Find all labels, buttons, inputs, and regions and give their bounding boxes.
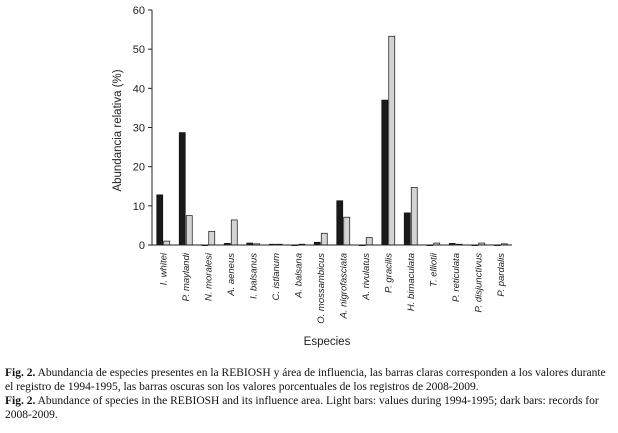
- y-tick-label: 60: [133, 5, 145, 17]
- caption-spanish-label: Fig. 2.: [5, 367, 36, 379]
- y-axis: 0 10 20 30 40 50 60: [133, 5, 153, 252]
- bar-dark: [403, 212, 411, 246]
- category-label: A. aeneus: [226, 253, 237, 297]
- category-label: N. moralesi: [203, 252, 214, 301]
- y-axis-title: Abundancia relativa (%): [112, 69, 124, 191]
- category-label: O. mossambicus: [316, 253, 327, 324]
- category-label: I. whitei: [158, 252, 169, 285]
- category-label: A. rivulatus: [361, 253, 372, 301]
- category-label: P. maylandi: [181, 252, 192, 301]
- bar-light: [365, 237, 373, 246]
- category-label: H. bimaculata: [406, 253, 417, 311]
- bar-dark: [178, 132, 186, 246]
- caption-english: Fig. 2. Abundance of species in the REBI…: [5, 394, 613, 422]
- category-label: A. balsana: [293, 253, 304, 299]
- category-label: C. istlanum: [271, 253, 282, 301]
- caption-spanish: Fig. 2. Abundancia de especies presentes…: [5, 366, 613, 394]
- y-tick-label: 50: [133, 44, 145, 56]
- y-tick-label: 40: [133, 83, 145, 95]
- caption-english-label: Fig. 2.: [5, 395, 36, 407]
- bar-dark: [381, 99, 389, 246]
- bar-light: [410, 187, 418, 246]
- y-tick-label: 20: [133, 162, 145, 174]
- bar-dark: [336, 200, 344, 246]
- figure-caption: Fig. 2. Abundancia de especies presentes…: [5, 366, 613, 422]
- caption-spanish-text: Abundancia de especies presentes en la R…: [5, 367, 606, 393]
- category-label: P. disjunctivus: [473, 253, 484, 313]
- bar-light: [163, 240, 171, 246]
- x-axis: I. whitei P. maylandi N. moralesi A. aeneus…: [152, 244, 512, 324]
- category-label: P. pardalis: [496, 253, 507, 297]
- category-label: P. gracilis: [383, 253, 394, 293]
- y-tick-label: 10: [133, 201, 145, 213]
- bars-group: [156, 35, 508, 246]
- category-label: P. reticulata: [451, 253, 462, 302]
- bar-light: [230, 219, 238, 246]
- bar-light: [320, 232, 328, 246]
- bar-light: [343, 216, 351, 246]
- category-label: I. balsanus: [248, 253, 259, 299]
- bar-chart: 0 10 20 30 40 50 60 I. whitei P. maylandi N. mor…: [112, 5, 512, 348]
- bar-light: [208, 230, 216, 246]
- bar-dark: [156, 194, 164, 246]
- caption-english-text: Abundance of species in the REBIOSH and …: [5, 395, 599, 421]
- bar-light: [388, 35, 396, 246]
- category-label: T. elliotii: [428, 252, 439, 287]
- y-tick-label: 0: [139, 240, 145, 252]
- category-label: A. nigrofasciata: [338, 253, 349, 319]
- x-axis-title: Especies: [304, 336, 351, 348]
- bar-light: [185, 215, 193, 246]
- y-tick-label: 30: [133, 123, 145, 135]
